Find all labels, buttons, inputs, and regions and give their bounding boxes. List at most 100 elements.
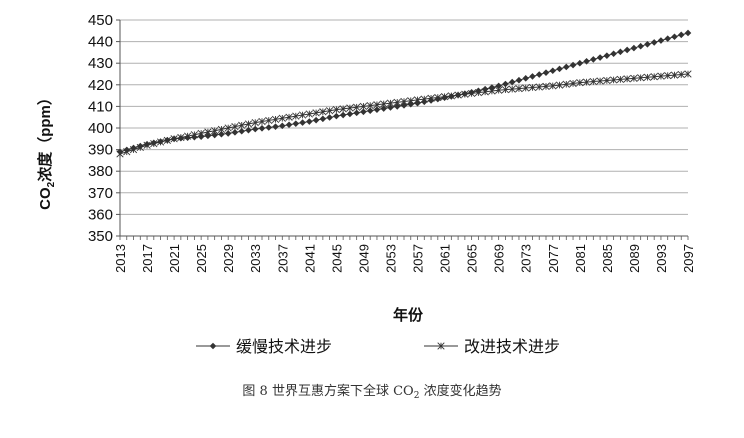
- data-point: [569, 61, 577, 69]
- data-point: [447, 92, 455, 100]
- data-point: [420, 95, 428, 103]
- data-point: [644, 41, 651, 48]
- data-point: [278, 114, 286, 122]
- data-point: [393, 103, 401, 110]
- data-point: [535, 71, 543, 78]
- data-point: [258, 117, 266, 126]
- y-tick-label: 420: [88, 77, 113, 94]
- data-point: [353, 103, 361, 111]
- data-point: [204, 132, 212, 140]
- data-point: [603, 76, 611, 85]
- data-point: [650, 73, 658, 81]
- data-point: [623, 75, 631, 83]
- data-point: [170, 135, 178, 143]
- data-point: [346, 104, 354, 112]
- data-point: [495, 82, 502, 90]
- data-point: [630, 74, 638, 82]
- x-tick-label: 2073: [519, 244, 534, 273]
- data-point: [650, 39, 658, 46]
- data-point: [319, 115, 327, 123]
- x-tick-label: 2037: [275, 244, 290, 273]
- y-tick-label: 360: [88, 206, 113, 223]
- data-point: [562, 80, 570, 88]
- data-point: [373, 106, 381, 113]
- data-point: [596, 54, 604, 61]
- data-point: [380, 100, 388, 108]
- axes: [116, 19, 689, 240]
- data-point: [224, 124, 232, 132]
- data-point: [495, 86, 503, 94]
- y-tick-label: 450: [88, 12, 113, 29]
- data-point: [657, 37, 665, 44]
- data-point: [528, 83, 537, 92]
- x-tick-label: 2097: [681, 244, 696, 273]
- x-tick-label: 2077: [546, 244, 561, 273]
- data-point: [623, 46, 631, 54]
- data-point: [366, 107, 374, 115]
- data-point: [366, 101, 374, 110]
- legend-item-2: 改进技术进步: [424, 337, 560, 356]
- data-point: [190, 131, 198, 139]
- data-point: [576, 79, 584, 87]
- legend-marker: [437, 342, 445, 350]
- data-point: [238, 127, 246, 135]
- data-point: [630, 44, 638, 52]
- data-point: [292, 120, 300, 127]
- data-point: [163, 136, 171, 145]
- data-point: [319, 108, 327, 116]
- data-point: [474, 89, 482, 97]
- data-point: [549, 67, 557, 75]
- data-point: [576, 59, 584, 67]
- data-point: [251, 125, 259, 133]
- data-point: [664, 35, 672, 42]
- data-point: [542, 69, 550, 76]
- y-tick-label: 370: [88, 185, 113, 202]
- data-point: [610, 50, 617, 58]
- data-point: [671, 33, 678, 41]
- data-point: [129, 145, 138, 154]
- data-point: [515, 76, 523, 84]
- x-axis-label: 年份: [393, 306, 424, 324]
- data-point: [562, 63, 570, 71]
- grid-lines: [120, 19, 688, 237]
- data-point: [555, 81, 564, 89]
- data-point: [156, 138, 165, 146]
- y-tick-label: 410: [88, 98, 113, 115]
- data-point: [501, 86, 510, 94]
- data-point: [677, 31, 685, 39]
- data-point: [596, 77, 604, 85]
- data-point: [299, 119, 306, 126]
- x-tick-label: 2049: [356, 244, 371, 273]
- data-point: [393, 98, 401, 106]
- y-tick-label: 380: [88, 163, 113, 180]
- data-point: [292, 112, 300, 120]
- data-point: [440, 93, 449, 101]
- data-point: [481, 88, 489, 96]
- data-point: [177, 133, 185, 142]
- data-point: [522, 84, 530, 92]
- data-point: [610, 76, 618, 84]
- data-point: [244, 120, 253, 128]
- data-point: [684, 70, 692, 78]
- data-point: [508, 85, 516, 93]
- data-point: [197, 129, 205, 138]
- data-point: [637, 42, 644, 50]
- data-point: [123, 148, 131, 156]
- data-point: [258, 124, 266, 132]
- y-tick-labels: 350 360 370 380 390 400 410 420 430 440 450: [88, 12, 113, 245]
- x-tick-label: 2061: [438, 244, 453, 273]
- x-tick-label: 2093: [654, 244, 669, 273]
- data-point: [278, 122, 286, 130]
- x-tick-label: 2041: [302, 244, 317, 273]
- series-lines: [116, 29, 692, 158]
- data-point: [657, 72, 665, 80]
- y-axis-label: CO2浓度（ppm）: [36, 90, 57, 210]
- data-point: [386, 99, 395, 107]
- data-point: [515, 84, 523, 93]
- data-point: [326, 114, 333, 121]
- data-point: [677, 70, 685, 79]
- x-tick-label: 2025: [194, 244, 209, 273]
- x-tick-label: 2045: [329, 244, 344, 273]
- data-point: [238, 121, 246, 129]
